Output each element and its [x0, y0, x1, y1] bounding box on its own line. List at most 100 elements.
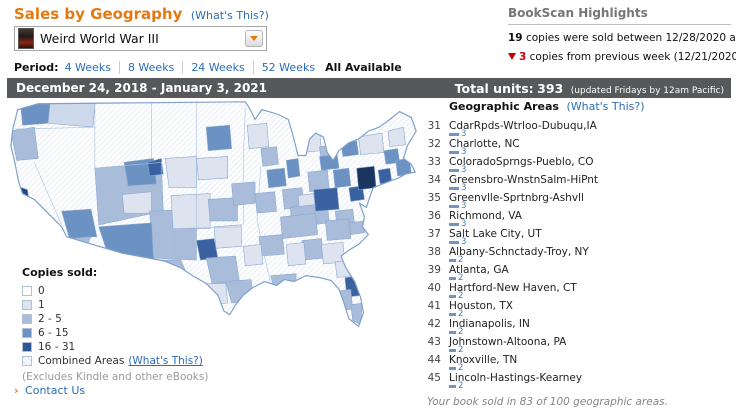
area-copies-bar [449, 331, 456, 334]
contact-arrow-icon: › [14, 384, 19, 397]
legend-note: (Excludes Kindle and other eBooks) [22, 371, 209, 383]
area-copies-count: 2 [458, 255, 464, 265]
area-copies-bar [449, 277, 456, 280]
bookscan-title: BookScan Highlights [508, 6, 731, 25]
legend-item: 0 [22, 285, 208, 297]
area-name: Salt Lake City, UT [449, 228, 542, 240]
period-link-8-weeks[interactable]: 8 Weeks [118, 61, 175, 74]
area-list-item: 43 Johnstown-Altoona, PA 2 [427, 336, 731, 355]
area-rank: 38 [427, 246, 441, 258]
area-list-item: 45 Lincoln-Hastings-Kearney 2 [427, 372, 731, 391]
date-range: December 24, 2018 - January 3, 2021 [16, 81, 267, 95]
area-rank: 31 [427, 120, 441, 132]
area-list-item: 40 Hartford-New Haven, CT 2 [427, 282, 731, 301]
legend-swatch [22, 286, 32, 296]
combined-areas-whats-this-link[interactable]: (What's This?) [128, 355, 203, 367]
geographic-areas-panel: Geographic Areas (What's This?) 31 CdarRp… [427, 100, 731, 408]
area-name: CdarRpds-Wtrloo-Dubuqu,IA [449, 120, 597, 132]
area-list-item: 34 Greensbro-WnstnSalm-HiPnt 3 [427, 174, 731, 193]
week-sales-count: 19 [508, 32, 523, 44]
contact-us-link[interactable]: Contact Us [25, 384, 86, 397]
area-copies-count: 2 [458, 381, 464, 391]
area-copies-bar [449, 367, 456, 370]
area-rank: 45 [427, 372, 441, 384]
area-copies-count: 2 [458, 327, 464, 337]
area-rank: 32 [427, 138, 441, 150]
state-borders [14, 101, 272, 284]
legend-item: 1 [22, 299, 208, 311]
area-list-item: 33 ColoradoSprngs-Pueblo, CO 3 [427, 156, 731, 175]
area-copies-count: 2 [458, 291, 464, 301]
week-sales-text: copies were sold between 12/28/2020 and … [525, 32, 736, 44]
legend-label: 2 - 5 [38, 313, 62, 325]
legend-label: 0 [38, 285, 45, 297]
area-copies-bar [449, 313, 456, 316]
chevron-down-icon [250, 36, 258, 41]
area-name: Johnstown-Altoona, PA [449, 336, 567, 348]
area-name: Lincoln-Hastings-Kearney [449, 372, 583, 384]
legend-item: Combined Areas (What's This?) [22, 355, 208, 367]
area-rank: 37 [427, 228, 441, 240]
period-link-24-weeks[interactable]: 24 Weeks [182, 61, 245, 74]
book-selector-dropdown[interactable]: Weird World War III [14, 26, 267, 51]
area-name: Hartford-New Haven, CT [449, 282, 577, 294]
area-list-item: 42 Indianapolis, IN 2 [427, 318, 731, 337]
page-title: Sales by Geography [14, 5, 183, 23]
period-label: Period: [14, 61, 59, 74]
area-list-item: 37 Salt Lake City, UT 3 [427, 228, 731, 247]
delta-count: 3 [519, 51, 527, 63]
area-copies-count: 3 [461, 165, 467, 175]
legend-item: 16 - 31 [22, 341, 208, 353]
area-copies-count: 3 [461, 219, 467, 229]
areas-title: Geographic Areas [449, 100, 559, 113]
area-copies-count: 3 [461, 201, 467, 211]
area-copies-bar [449, 133, 459, 136]
area-rank: 34 [427, 174, 441, 186]
area-copies-bar [449, 169, 459, 172]
period-link-52-weeks[interactable]: 52 Weeks [252, 61, 316, 74]
area-copies-count: 2 [458, 363, 464, 373]
area-list-item: 41 Houston, TX 2 [427, 300, 731, 319]
delta-text: copies from previous week (12/21/2020 - … [529, 51, 736, 63]
whats-this-link[interactable]: (What's This?) [190, 9, 269, 22]
area-name: Greensbro-WnstnSalm-HiPnt [449, 174, 599, 186]
area-name: Houston, TX [449, 300, 513, 312]
areas-whats-this-link[interactable]: (What's This?) [566, 100, 645, 113]
bookscan-highlights: BookScan Highlights 19 copies were sold … [508, 6, 736, 63]
area-rank: 40 [427, 282, 441, 294]
area-name: Indianapolis, IN [449, 318, 530, 330]
area-rank: 36 [427, 210, 441, 222]
area-copies-bar [449, 349, 456, 352]
area-copies-count: 3 [461, 147, 467, 157]
period-selector: Period: 4 Weeks 8 Weeks 24 Weeks 52 Weeks All… [14, 61, 402, 74]
areas-list: 31 CdarRpds-Wtrloo-Dubuqu,IA 3 32 Charlotte,… [427, 120, 731, 391]
dropdown-button[interactable] [245, 30, 263, 47]
bookscan-week-line: 19 copies were sold between 12/28/2020 a… [508, 32, 736, 44]
area-name: Knoxville, TN [449, 354, 518, 366]
legend-swatch [22, 328, 32, 338]
area-copies-count: 3 [461, 129, 467, 139]
contact-row: › Contact Us [14, 384, 85, 397]
area-copies-bar [449, 205, 459, 208]
legend-item: 2 - 5 [22, 313, 208, 325]
legend-title: Copies sold: [22, 266, 98, 279]
legend-label: 16 - 31 [38, 341, 76, 353]
book-cover-thumbnail [18, 28, 34, 49]
period-link-4-weeks[interactable]: 4 Weeks [64, 61, 111, 74]
total-units-value: 393 [537, 80, 564, 96]
area-list-item: 32 Charlotte, NC 3 [427, 138, 731, 157]
area-copies-bar [449, 223, 459, 226]
us-sales-choropleth-map[interactable] [5, 100, 425, 338]
area-name: ColoradoSprngs-Pueblo, CO [449, 156, 594, 168]
summary-bar: December 24, 2018 - January 3, 2021 Tota… [7, 78, 731, 98]
area-copies-count: 2 [458, 345, 464, 355]
period-selected-all-available[interactable]: All Available [325, 61, 402, 74]
total-units-label: Total units: [454, 80, 534, 96]
legend-label: Combined Areas [38, 355, 125, 367]
area-rank: 39 [427, 264, 441, 276]
area-copies-count: 3 [461, 237, 467, 247]
area-list-item: 39 Atlanta, GA 2 [427, 264, 731, 283]
total-units: Total units: 393 (updated Fridays by 12a… [455, 81, 724, 96]
area-copies-bar [449, 259, 456, 262]
area-copies-count: 2 [458, 273, 464, 283]
